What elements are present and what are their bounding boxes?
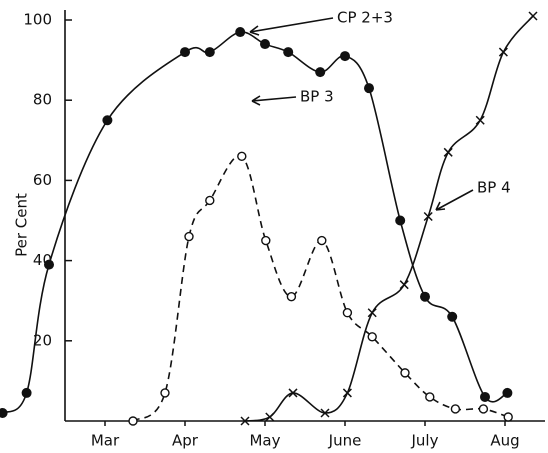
x-tick-label: May: [249, 432, 280, 450]
point: [283, 47, 294, 58]
series-line: [132, 154, 509, 422]
point: [180, 47, 190, 58]
point: [235, 27, 246, 38]
point: [342, 308, 353, 318]
point: [288, 388, 298, 398]
annotation-arrow: [249, 17, 334, 36]
point: [502, 387, 513, 398]
annotation-arrow: [435, 189, 474, 211]
x-tick-label: July: [411, 432, 439, 450]
point: [399, 280, 409, 290]
point: [503, 412, 513, 422]
point: [400, 368, 410, 378]
x-tick-label: June: [328, 432, 362, 450]
point: [317, 235, 327, 246]
point: [0, 407, 8, 418]
point: [320, 408, 330, 418]
point: [367, 308, 377, 318]
point: [128, 416, 138, 426]
point: [443, 147, 453, 157]
point: [261, 235, 271, 246]
x-tick-label: Apr: [172, 432, 199, 450]
point: [425, 392, 435, 402]
point: [364, 83, 374, 94]
series-line: [2, 31, 508, 414]
annotation: CP 2+3: [337, 9, 393, 27]
x-tick-label: Aug: [490, 432, 519, 450]
point: [102, 115, 113, 126]
point: [184, 231, 194, 242]
point: [478, 404, 489, 414]
point: [447, 311, 458, 322]
point: [475, 115, 485, 125]
point: [340, 51, 350, 62]
y-tick-label: 20: [33, 331, 52, 349]
y-tick-label: 100: [23, 11, 52, 29]
point: [450, 404, 461, 414]
point: [367, 332, 377, 342]
y-axis-label: Per Cent: [13, 193, 31, 257]
point: [498, 47, 508, 57]
point: [240, 416, 250, 426]
point: [480, 391, 490, 402]
point: [528, 11, 538, 21]
point: [420, 291, 430, 302]
point: [286, 291, 297, 302]
point: [205, 195, 215, 206]
point: [260, 39, 270, 50]
point: [160, 388, 170, 398]
point: [342, 388, 352, 398]
point: [395, 215, 406, 226]
annotation: BP 4: [477, 179, 511, 197]
annotation: BP 3: [300, 88, 334, 106]
point: [265, 412, 275, 422]
x-tick-label: Mar: [91, 432, 120, 450]
point: [315, 67, 326, 78]
annotation-arrow: [251, 95, 297, 106]
point: [237, 151, 247, 162]
point: [423, 211, 433, 222]
y-tick-label: 60: [33, 171, 52, 189]
series-line: [244, 15, 534, 422]
y-tick-label: 80: [33, 91, 52, 109]
point: [204, 47, 215, 58]
point: [21, 387, 32, 398]
point: [44, 259, 54, 270]
